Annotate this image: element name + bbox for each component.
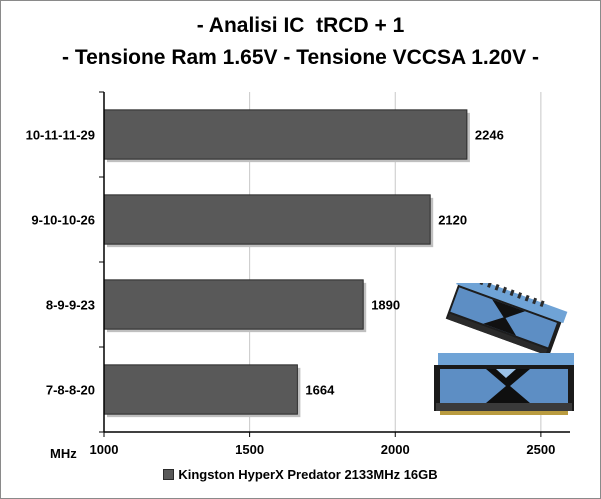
x-tick-label: 2500 <box>526 442 555 457</box>
data-label: 1664 <box>305 383 335 398</box>
x-tick-label: 2000 <box>381 442 410 457</box>
bar <box>103 364 298 415</box>
category-label: 10-11-11-29 <box>26 128 95 143</box>
x-axis-label: MHz <box>50 446 77 461</box>
category-label: 8-9-9-23 <box>46 298 95 313</box>
axes <box>99 91 570 437</box>
legend-swatch <box>163 469 175 481</box>
labels: 1000 1500 2000 2500 MHz 10-11-11-29 2246 9-10-1… <box>26 128 556 462</box>
x-tick-label: 1500 <box>235 442 264 457</box>
category-label: 9-10-10-26 <box>31 213 95 228</box>
chart-subtitle: - Tensione Ram 1.65V - Tensione VCCSA 1.… <box>62 46 539 69</box>
chart-title: - Analisi IC tRCD + 1 <box>196 14 405 37</box>
bars <box>103 109 470 418</box>
data-label: 1890 <box>371 298 400 313</box>
data-label: 2246 <box>475 128 504 143</box>
ram-module-image <box>434 283 574 415</box>
category-label: 7-8-8-20 <box>46 383 95 398</box>
chart-legend: Kingston HyperX Predator 2133MHz 16GB <box>0 467 601 482</box>
bar <box>103 109 468 160</box>
data-label: 2120 <box>438 213 467 228</box>
x-tick-label: 1000 <box>90 442 119 457</box>
bar <box>103 279 364 330</box>
bar <box>103 194 431 245</box>
legend-label: Kingston HyperX Predator 2133MHz 16GB <box>178 467 438 482</box>
